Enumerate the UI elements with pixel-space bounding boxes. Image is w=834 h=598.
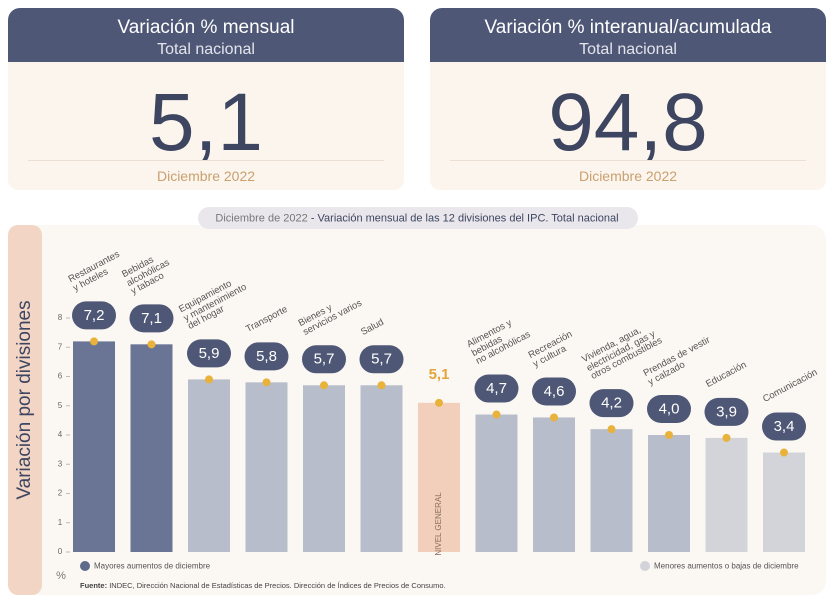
y-tick-label: 5 [58,401,63,410]
chart-title: Diciembre de 2022 - Variación mensual de… [215,212,618,224]
y-tick-label: 3 [58,459,63,468]
value-label: 4,7 [486,380,507,397]
bar [245,382,288,552]
value-label: 4,0 [659,400,680,417]
bar-dot [665,431,673,439]
value-label: 3,4 [774,418,795,435]
y-tick-label: 8 [58,313,63,322]
bar [360,385,403,552]
bar [590,429,633,552]
bar-dot [90,337,98,346]
title: Diciembre de 2022 [215,212,307,224]
card-value: 5,1 [149,77,263,168]
value-badge [302,345,346,374]
bar-dot [320,381,328,390]
value-badge [532,377,576,406]
legend-label: Menores aumentos o bajas de diciembre [654,562,799,571]
bar [648,435,690,552]
value-badge [129,304,174,333]
value-label: 5,8 [256,348,277,365]
source: Fuente: INDEC, Dirección Nacional de Est… [80,581,446,590]
card-subtitle: Total nacional [157,41,255,58]
y-tick-label: 0 [58,547,63,556]
value-label: 5,1 [429,366,450,383]
annual-card: Variación % interanual/acumulada Total n… [430,8,826,190]
bar [705,437,748,552]
value-badge [762,412,806,441]
y-axis-label: Variación por divisiones [14,300,35,499]
general-label: NIVEL GENERAL [434,492,443,556]
source-text: INDEC, Dirección Nacional de Estadística… [109,581,445,590]
card-value: 94,8 [548,77,708,168]
value-badge [244,342,289,371]
bar [475,414,518,552]
bar [303,385,345,552]
value-label: 4,2 [601,395,622,412]
y-tick-label: 2 [58,489,63,498]
legend-swatch [80,561,90,571]
bar-dot [780,448,788,457]
subtitle: - Variación mensual de las 12 divisiones… [311,212,619,224]
bar-dot [492,410,501,419]
y-tick-label: 4 [58,430,63,439]
value-badge [589,389,634,418]
bar-dot [607,425,616,434]
bar-dot [262,378,271,387]
y-tick-label: 1 [58,518,63,527]
bar-dot [435,398,443,407]
y-tick-label: 7 [58,342,63,351]
value-badge [647,395,691,423]
value-label: 7,2 [84,307,105,324]
bar [418,402,460,552]
card-period: Diciembre 2022 [450,160,806,184]
value-badge [72,301,116,330]
card-body: 5,1 Diciembre 2022 [8,62,404,190]
value-badge [704,397,749,426]
card-title: Variación % mensual [117,17,295,38]
card-period: Diciembre 2022 [28,160,384,184]
value-label: 4,6 [544,383,565,400]
card-title: Variación % interanual/acumulada [484,17,772,38]
bar-dot [147,340,156,349]
value-label: 5,7 [371,351,392,368]
bar-dot [205,375,213,384]
legend-label: Mayores aumentos de diciembre [94,562,211,571]
value-badge [187,339,231,368]
card-subtitle: Total nacional [579,41,677,58]
title-pill [198,207,638,229]
bar [188,379,230,552]
card-header: Variación % interanual/acumulada Total n… [430,8,826,62]
card-header: Variación % mensual Total nacional [8,8,404,62]
value-label: 5,9 [199,345,220,362]
bar [763,452,805,552]
y-unit: % [56,570,66,582]
y-tick-label: 6 [58,372,63,381]
bar-dot [722,433,731,442]
value-label: 7,1 [141,310,162,327]
value-badge [359,345,404,374]
value-label: 3,9 [716,403,737,420]
bar-dot [550,413,558,422]
y-band [8,225,42,595]
source-label: Fuente: [80,581,107,590]
monthly-card: Variación % mensual Total nacional 5,1 D… [8,8,404,190]
bar [533,417,575,552]
bar [73,341,115,552]
bar [130,344,173,552]
legend-swatch [640,561,650,571]
value-label: 5,7 [314,351,335,368]
value-badge [474,374,519,403]
card-body: 94,8 Diciembre 2022 [430,62,826,190]
bar-dot [377,381,386,390]
